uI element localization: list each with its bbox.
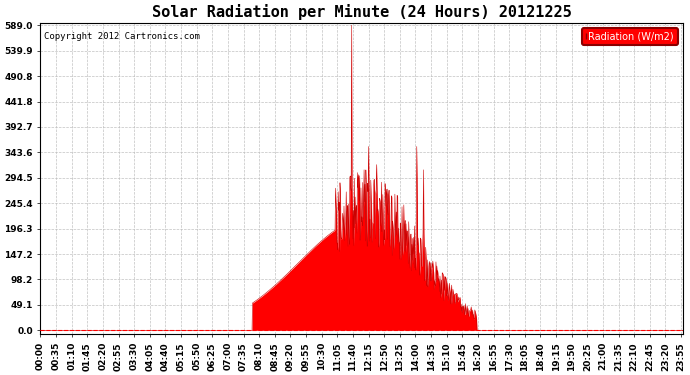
Title: Solar Radiation per Minute (24 Hours) 20121225: Solar Radiation per Minute (24 Hours) 20… xyxy=(152,4,571,20)
Text: Copyright 2012 Cartronics.com: Copyright 2012 Cartronics.com xyxy=(43,32,199,41)
Legend: Radiation (W/m2): Radiation (W/m2) xyxy=(582,28,678,45)
